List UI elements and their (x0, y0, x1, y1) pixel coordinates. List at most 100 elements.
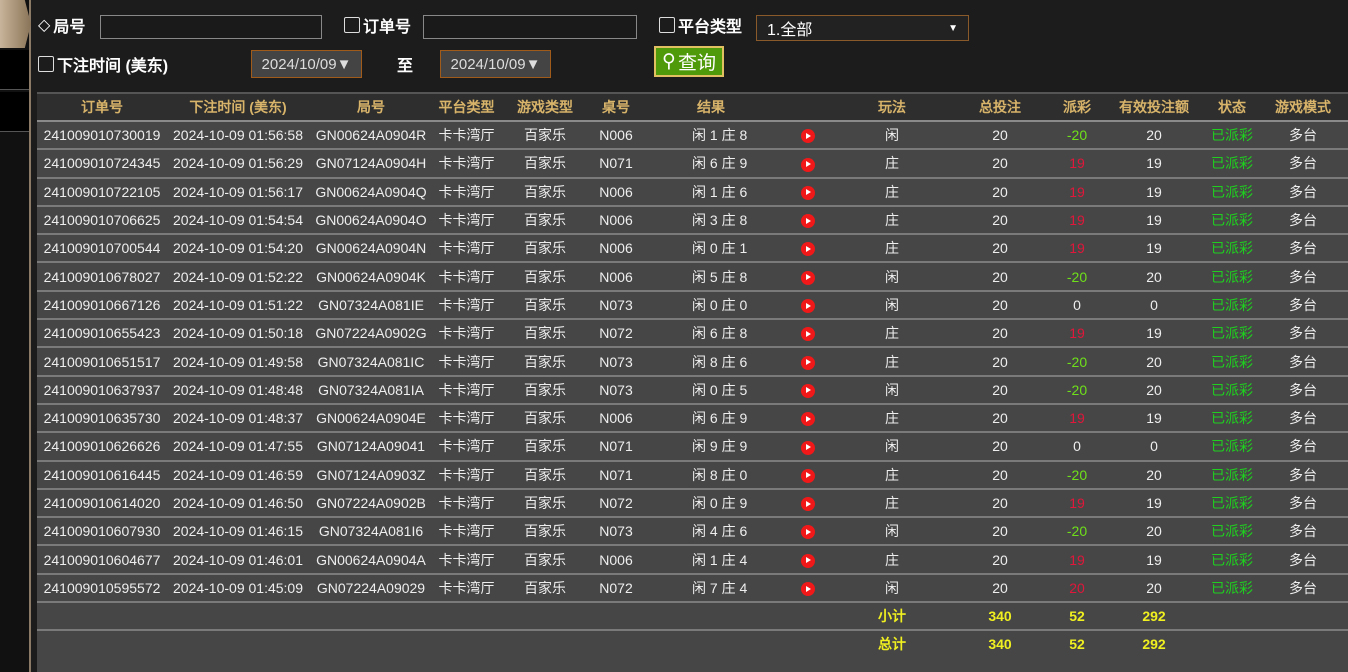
payout-cell: 0 (1052, 290, 1102, 321)
play-video-icon[interactable] (801, 214, 815, 229)
replay-cell[interactable] (780, 403, 836, 434)
round-input[interactable] (100, 15, 322, 39)
game-mode-cell: 多台 (1258, 319, 1348, 349)
play-video-icon[interactable] (801, 468, 815, 483)
play-video-icon[interactable] (801, 525, 815, 540)
bet-type-cell: 闲 (836, 375, 948, 405)
play-video-icon[interactable] (801, 299, 815, 314)
status-cell: 已派彩 (1206, 290, 1258, 321)
table-row: 241009010604677 2024-10-09 01:46:01 GN0062… (37, 545, 1348, 575)
play-video-icon[interactable] (801, 185, 815, 200)
platform-cell: 卡卡湾厅 (433, 432, 500, 462)
game-type-cell: 百家乐 (500, 403, 590, 434)
total-bet-cell: 20 (948, 234, 1052, 264)
play-video-icon[interactable] (801, 242, 815, 257)
table-no-cell: N072 (590, 573, 642, 604)
valid-bet-cell: 20 (1102, 573, 1206, 604)
replay-cell[interactable] (780, 460, 836, 490)
result-cell: 闲 6 庄 9 (642, 149, 780, 179)
game-mode-cell: 多台 (1258, 432, 1348, 462)
order-id-cell: 241009010616445 (37, 460, 167, 490)
valid-bet-cell: 19 (1102, 177, 1206, 207)
replay-cell[interactable] (780, 121, 836, 151)
empty-cell (309, 602, 433, 632)
platform-cell: 卡卡湾厅 (433, 375, 500, 405)
play-video-icon[interactable] (801, 157, 815, 172)
bet-type-cell: 庄 (836, 177, 948, 207)
bet-time-cell: 2024-10-09 01:56:17 (167, 177, 309, 207)
bet-type-cell: 庄 (836, 545, 948, 575)
play-video-icon[interactable] (801, 582, 815, 597)
replay-cell[interactable] (780, 149, 836, 179)
result-cell: 闲 0 庄 0 (642, 290, 780, 321)
date-from-picker[interactable]: 2024/10/09▼ (251, 50, 362, 78)
round-id-cell: GN07124A09041 (309, 432, 433, 462)
total-bet-cell: 20 (948, 177, 1052, 207)
game-type-cell: 百家乐 (500, 573, 590, 604)
empty-cell (1258, 630, 1348, 660)
replay-cell[interactable] (780, 347, 836, 377)
game-type-cell: 百家乐 (500, 347, 590, 377)
valid-bet-cell: 19 (1102, 403, 1206, 434)
bet-time-cell: 2024-10-09 01:46:50 (167, 488, 309, 519)
table-footer-space (37, 658, 1348, 672)
date-to-picker[interactable]: 2024/10/09▼ (440, 50, 551, 78)
replay-cell[interactable] (780, 432, 836, 462)
platform-cell: 卡卡湾厅 (433, 149, 500, 179)
round-id-cell: GN07224A0902G (309, 319, 433, 349)
query-button[interactable]: ⚲ 查询 (654, 46, 724, 77)
round-id-cell: GN07324A081IC (309, 347, 433, 377)
payout-cell: 0 (1052, 432, 1102, 462)
status-cell: 已派彩 (1206, 149, 1258, 179)
replay-cell[interactable] (780, 234, 836, 264)
bet-type-cell: 闲 (836, 517, 948, 547)
status-cell: 已派彩 (1206, 234, 1258, 264)
platform-cell: 卡卡湾厅 (433, 488, 500, 519)
play-video-icon[interactable] (801, 129, 815, 144)
status-cell: 已派彩 (1206, 432, 1258, 462)
replay-cell[interactable] (780, 545, 836, 575)
column-header: 派彩 (1052, 92, 1102, 122)
replay-cell[interactable] (780, 290, 836, 321)
total-bet-cell: 20 (948, 573, 1052, 604)
replay-cell[interactable] (780, 375, 836, 405)
bet-type-cell: 庄 (836, 403, 948, 434)
play-video-icon[interactable] (801, 355, 815, 370)
game-type-cell: 百家乐 (500, 121, 590, 151)
play-video-icon[interactable] (801, 327, 815, 342)
result-cell: 闲 0 庄 1 (642, 234, 780, 264)
sidebar-tab[interactable] (0, 0, 31, 48)
replay-cell[interactable] (780, 517, 836, 547)
round-id-cell: GN07324A081IA (309, 375, 433, 405)
replay-cell[interactable] (780, 488, 836, 519)
table-row: 241009010607930 2024-10-09 01:46:15 GN0732… (37, 517, 1348, 547)
play-video-icon[interactable] (801, 383, 815, 398)
bet-time-cell: 2024-10-09 01:52:22 (167, 262, 309, 292)
payout-cell: 19 (1052, 403, 1102, 434)
replay-cell[interactable] (780, 177, 836, 207)
play-video-icon[interactable] (801, 412, 815, 427)
platform-cell: 卡卡湾厅 (433, 517, 500, 547)
order-id-cell: 241009010637937 (37, 375, 167, 405)
play-video-icon[interactable] (801, 497, 815, 512)
status-cell: 已派彩 (1206, 460, 1258, 490)
bet-time-cell: 2024-10-09 01:54:54 (167, 205, 309, 236)
column-header: 结果 (642, 92, 780, 122)
payout-cell: -20 (1052, 375, 1102, 405)
table-no-cell: N071 (590, 460, 642, 490)
payout-cell: -20 (1052, 121, 1102, 151)
replay-cell[interactable] (780, 262, 836, 292)
status-cell: 已派彩 (1206, 319, 1258, 349)
order-input[interactable] (423, 15, 637, 39)
replay-cell[interactable] (780, 319, 836, 349)
subtotal-row: 小计 340 52 292 (37, 602, 1348, 632)
game-mode-cell: 多台 (1258, 375, 1348, 405)
play-video-icon[interactable] (801, 440, 815, 455)
platform-select[interactable]: 1.全部 ▼ (756, 15, 969, 41)
play-video-icon[interactable] (801, 270, 815, 285)
replay-cell[interactable] (780, 205, 836, 236)
replay-cell[interactable] (780, 573, 836, 604)
bet-time-cell: 2024-10-09 01:56:29 (167, 149, 309, 179)
table-no-cell: N006 (590, 121, 642, 151)
play-video-icon[interactable] (801, 553, 815, 568)
